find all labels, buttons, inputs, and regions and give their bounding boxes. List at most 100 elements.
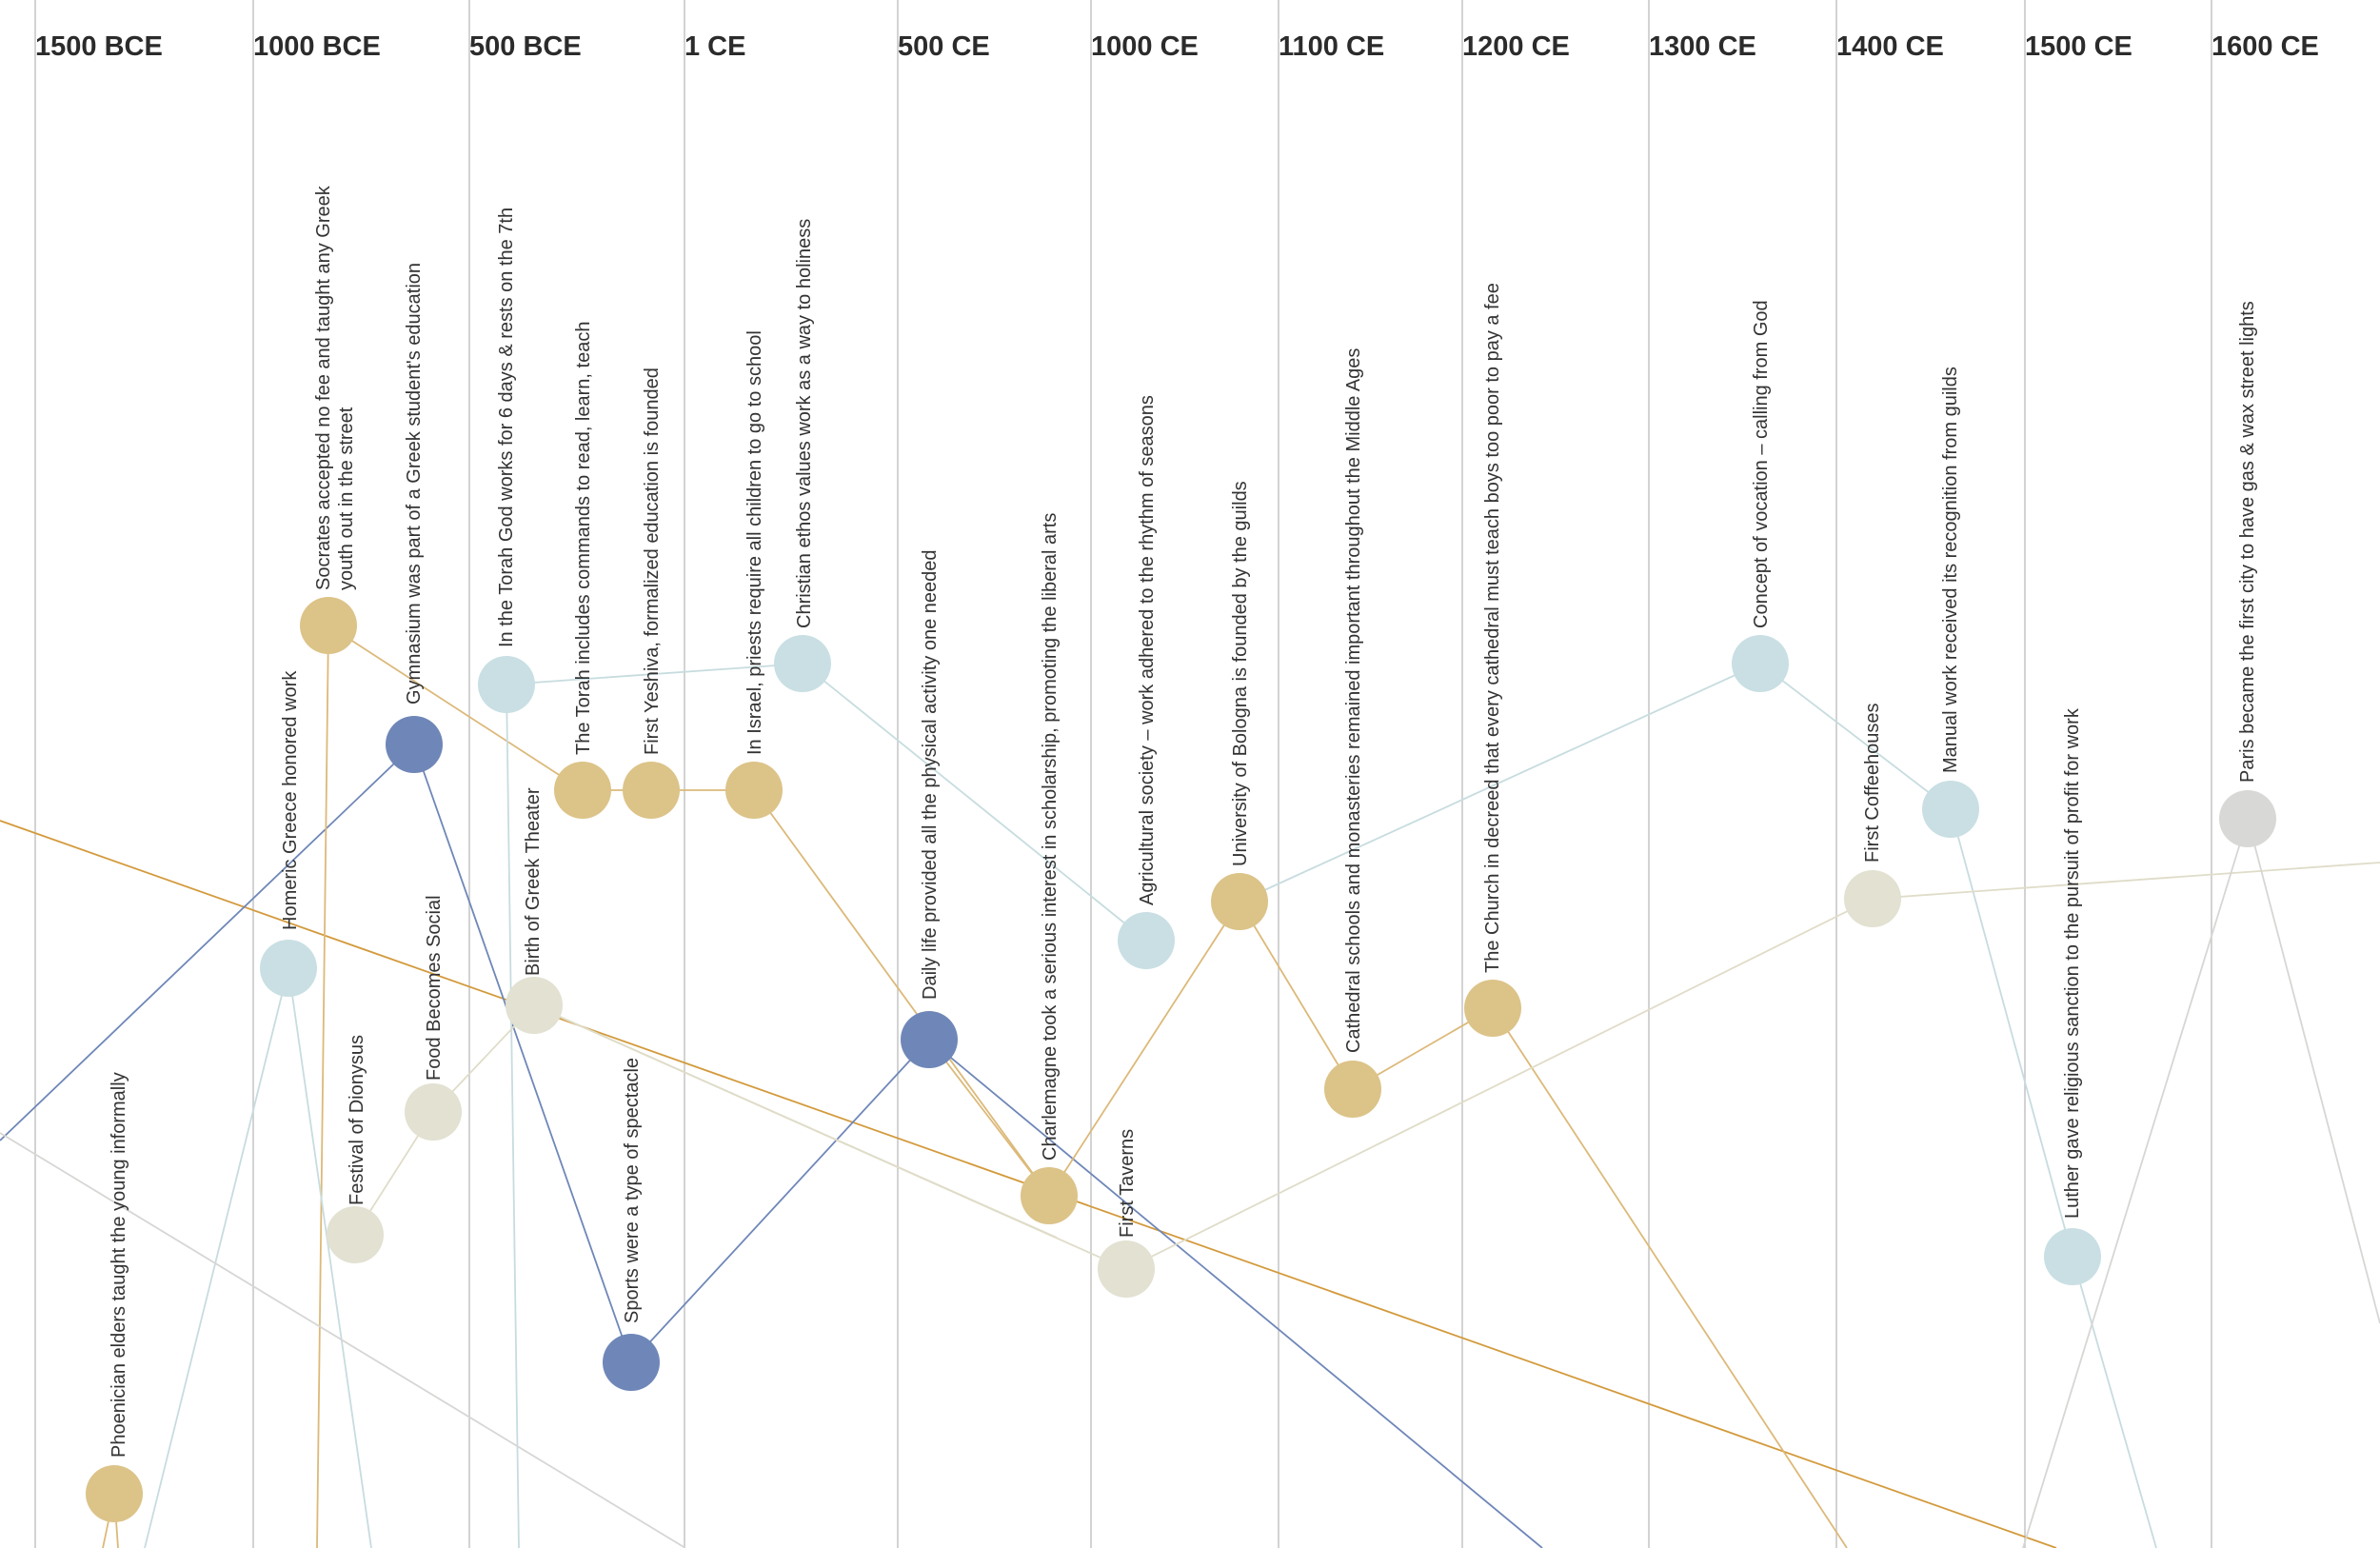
event-node-church [1464, 980, 1521, 1037]
event-node-taverns [1098, 1240, 1155, 1298]
event-label-line: First Yeshiva, formalized education is f… [642, 367, 663, 755]
era-label: 1200 CE [1462, 31, 1570, 62]
event-node-dionysus [327, 1206, 384, 1263]
era-label: 1500 BCE [35, 31, 163, 62]
event-node-food [405, 1083, 462, 1141]
event-node-socrates [300, 597, 357, 654]
event-label-gymnasium: Gymnasium was part of a Greek student's … [404, 263, 425, 705]
era-label: 500 BCE [469, 31, 582, 62]
era-label: 1300 CE [1649, 31, 1756, 62]
event-label-coffee: First Coffeehouses [1862, 704, 1883, 863]
era-label: 1600 CE [2211, 31, 2319, 62]
era-label: 1000 BCE [253, 31, 381, 62]
event-node-vocation [1732, 635, 1789, 692]
event-label-line: In the Torah God works for 6 days & rest… [496, 208, 517, 647]
event-node-theater [506, 977, 563, 1034]
event-node-coffee [1844, 870, 1901, 927]
gold-series-line [316, 625, 329, 1548]
blue-series-line [0, 743, 1543, 1548]
event-label-church: The Church in decreed that every cathedr… [1482, 283, 1503, 973]
event-label-torahcmd: The Torah includes commands to read, lea… [573, 322, 594, 755]
event-node-bologna [1211, 873, 1268, 930]
era-label: 1500 CE [2025, 31, 2132, 62]
event-label-luther: Luther gave religious sanction to the pu… [2062, 707, 2083, 1219]
event-label-food: Food Becomes Social [424, 895, 445, 1081]
era-labels: 1500 BCE 1000 BCE 500 BCE 1 CE 500 CE 1000 CE… [35, 31, 2319, 62]
event-node-cathedral [1324, 1061, 1381, 1118]
lightblue-series-line [144, 967, 372, 1548]
lightblue-series-line [506, 684, 520, 1548]
era-label: 1100 CE [1279, 31, 1384, 62]
event-label-line: The Church in decreed that every cathedr… [1482, 283, 1503, 973]
event-label-line: The Torah includes commands to read, lea… [573, 322, 594, 755]
event-node-agri [1118, 912, 1175, 969]
event-label-homeric: Homeric Greece honored work [280, 670, 301, 930]
event-label-line: Charlemagne took a serious interest in s… [1040, 513, 1061, 1161]
gold-series-line [928, 1039, 1050, 1197]
event-label-taverns: First Taverns [1117, 1129, 1138, 1238]
event-label-agri: Agricultural society – work adhered to t… [1137, 395, 1158, 905]
event-node-dailylife [901, 1011, 958, 1068]
event-label-line: Phoenician elders taught the young infor… [109, 1072, 129, 1458]
event-label-theater: Birth of Greek Theater [523, 787, 544, 976]
beige-series-line [533, 1004, 1058, 1239]
event-label-line: Sports were a type of spectacle [622, 1058, 643, 1323]
event-node-charlemagne [1021, 1167, 1078, 1224]
event-label-line: Christian ethos values work as a way to … [794, 219, 815, 628]
era-label: 1000 CE [1091, 31, 1199, 62]
event-node-homeric [260, 940, 317, 997]
event-label-sports: Sports were a type of spectacle [622, 1058, 643, 1323]
event-label-torah7: In the Torah God works for 6 days & rest… [496, 208, 517, 647]
event-label-cathedral: Cathedral schools and monasteries remain… [1343, 348, 1364, 1053]
lightblue-series-line [1239, 662, 2157, 1548]
event-node-israel [725, 762, 783, 819]
event-label-vocation: Concept of vocation – calling from God [1751, 300, 1772, 628]
event-label-paris: Paris became the first city to have gas … [2237, 301, 2258, 783]
event-label-line: Socrates accepted no fee and taught any … [313, 185, 334, 590]
event-node-torah7 [478, 656, 535, 713]
event-label-yeshiva: First Yeshiva, formalized education is f… [642, 367, 663, 755]
event-label-line: youth out in the street [336, 407, 357, 590]
event-node-sports [603, 1334, 660, 1391]
event-node-phoenician [86, 1465, 143, 1522]
event-label-line: Daily life provided all the physical act… [920, 550, 941, 1001]
event-label-phoenician: Phoenician elders taught the young infor… [109, 1072, 129, 1458]
event-label-line: Agricultural society – work adhered to t… [1137, 395, 1158, 905]
event-labels: Phoenician elders taught the young infor… [109, 185, 2258, 1458]
event-label-dionysus: Festival of Dionysus [347, 1035, 367, 1205]
event-nodes [86, 597, 2276, 1522]
event-label-line: First Coffeehouses [1862, 704, 1883, 863]
event-node-torahcmd [554, 762, 611, 819]
event-label-line: Homeric Greece honored work [280, 670, 301, 930]
event-label-charlemagne: Charlemagne took a serious interest in s… [1040, 513, 1061, 1161]
event-label-line: Gymnasium was part of a Greek student's … [404, 263, 425, 705]
event-node-christian [774, 635, 831, 692]
event-label-line: Paris became the first city to have gas … [2237, 301, 2258, 783]
gold-series-line [327, 625, 1848, 1548]
event-label-line: In Israel, priests require all children … [744, 330, 765, 755]
event-label-manual: Manual work received its recognition fro… [1940, 367, 1961, 773]
event-node-luther [2044, 1228, 2101, 1285]
event-label-line: Food Becomes Social [424, 895, 445, 1081]
event-node-gymnasium [386, 716, 443, 773]
event-label-christian: Christian ethos values work as a way to … [794, 219, 815, 628]
event-label-line: University of Bologna is founded by the … [1230, 481, 1251, 866]
event-label-line: Cathedral schools and monasteries remain… [1343, 348, 1364, 1053]
era-label: 500 CE [898, 31, 990, 62]
gray-series-line [0, 1132, 686, 1548]
event-node-yeshiva [623, 762, 680, 819]
era-label: 1400 CE [1836, 31, 1944, 62]
event-node-paris [2219, 790, 2276, 847]
event-label-line: Manual work received its recognition fro… [1940, 367, 1961, 773]
event-label-dailylife: Daily life provided all the physical act… [920, 550, 941, 1001]
event-label-line: Concept of vocation – calling from God [1751, 300, 1772, 628]
event-label-israel: In Israel, priests require all children … [744, 330, 765, 755]
event-label-line: Birth of Greek Theater [523, 787, 544, 976]
event-label-socrates: Socrates accepted no fee and taught any … [313, 185, 357, 590]
event-label-line: Luther gave religious sanction to the pu… [2062, 707, 2083, 1219]
event-label-bologna: University of Bologna is founded by the … [1230, 481, 1251, 866]
event-label-line: Festival of Dionysus [347, 1035, 367, 1205]
era-divider-lines [34, 0, 2212, 1548]
event-label-line: First Taverns [1117, 1129, 1138, 1238]
